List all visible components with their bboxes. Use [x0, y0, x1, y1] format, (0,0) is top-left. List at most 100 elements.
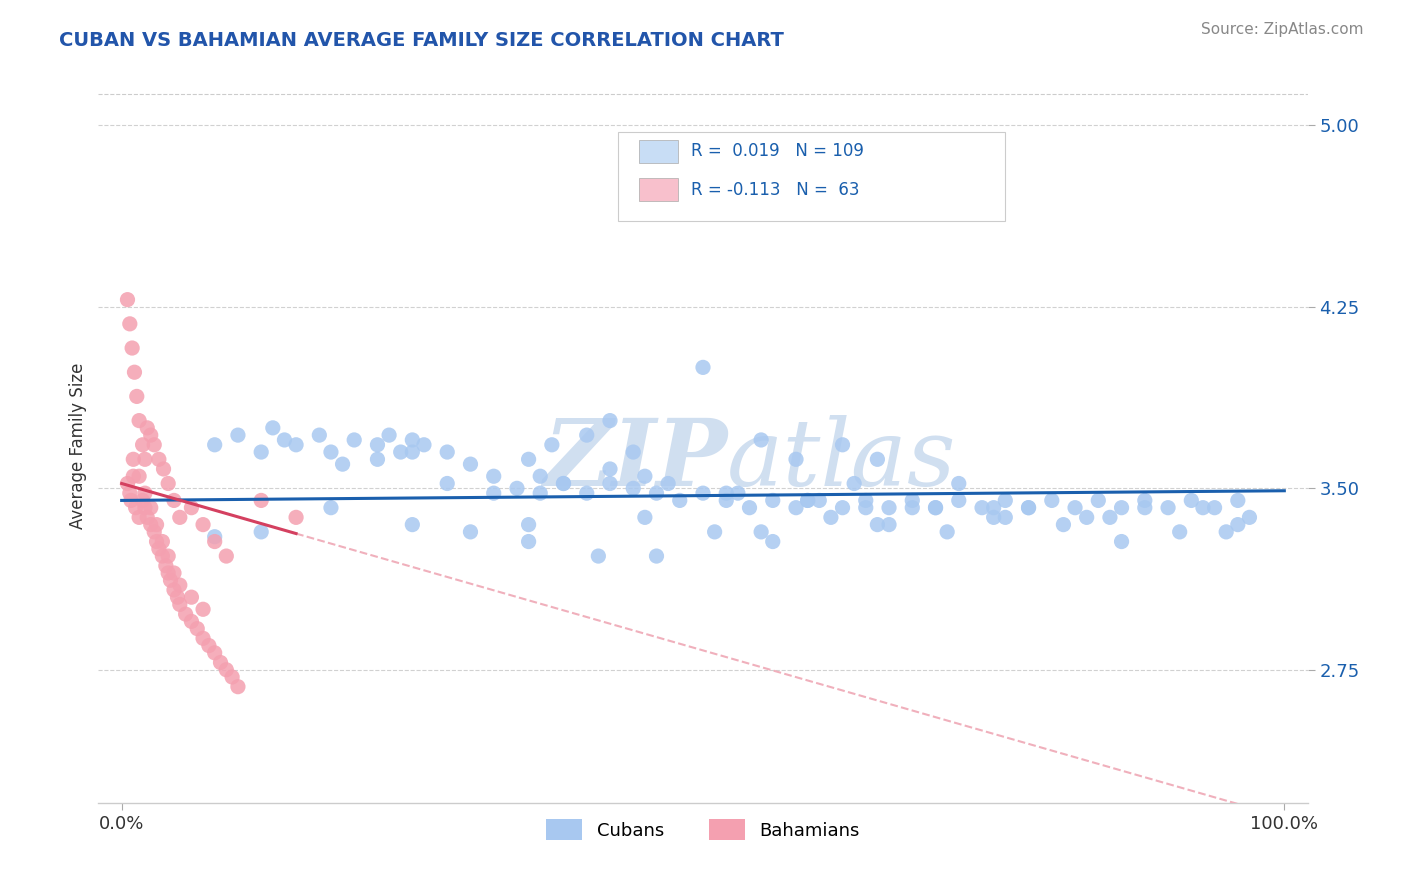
- Point: [150, 534, 173, 549]
- Point: [121, 341, 143, 355]
- Point: [436, 476, 458, 491]
- Point: [191, 602, 214, 616]
- Point: [948, 476, 970, 491]
- Point: [1111, 534, 1133, 549]
- Point: [1157, 500, 1180, 515]
- Point: [983, 500, 1005, 515]
- Point: [970, 500, 993, 515]
- Point: [204, 534, 226, 549]
- Point: [139, 428, 162, 442]
- Point: [191, 517, 214, 532]
- Point: [401, 517, 423, 532]
- Point: [159, 574, 181, 588]
- Point: [366, 452, 388, 467]
- Point: [366, 438, 388, 452]
- Point: [319, 445, 342, 459]
- Point: [1052, 517, 1074, 532]
- Point: [692, 360, 714, 375]
- Point: [332, 457, 354, 471]
- Point: [553, 476, 575, 491]
- Point: [517, 452, 540, 467]
- Point: [139, 517, 162, 532]
- Point: [436, 445, 458, 459]
- Point: [1226, 517, 1249, 532]
- Point: [145, 517, 167, 532]
- Point: [117, 293, 139, 307]
- Point: [482, 486, 505, 500]
- Point: [204, 646, 226, 660]
- Point: [1040, 493, 1063, 508]
- Point: [749, 433, 772, 447]
- Point: [131, 493, 153, 508]
- Point: [738, 500, 761, 515]
- Point: [148, 452, 170, 467]
- FancyBboxPatch shape: [619, 132, 1005, 221]
- Point: [262, 421, 284, 435]
- Point: [319, 500, 342, 515]
- Point: [148, 541, 170, 556]
- Point: [994, 510, 1017, 524]
- Point: [831, 500, 853, 515]
- Point: [204, 530, 226, 544]
- Point: [285, 438, 308, 452]
- Point: [169, 598, 191, 612]
- Point: [124, 500, 146, 515]
- Point: [124, 365, 146, 379]
- Point: [1076, 510, 1098, 524]
- Point: [180, 615, 202, 629]
- Point: [634, 469, 657, 483]
- Point: [139, 500, 162, 515]
- Point: [1064, 500, 1087, 515]
- Point: [1226, 493, 1249, 508]
- Point: [118, 486, 141, 500]
- Point: [703, 524, 725, 539]
- Point: [226, 428, 249, 442]
- Point: [125, 389, 148, 403]
- Point: [118, 317, 141, 331]
- Point: [1133, 500, 1156, 515]
- Point: [250, 524, 273, 539]
- Point: [482, 469, 505, 483]
- Point: [855, 500, 877, 515]
- Point: [221, 670, 243, 684]
- Point: [645, 486, 668, 500]
- Point: [273, 433, 295, 447]
- Point: [727, 486, 749, 500]
- FancyBboxPatch shape: [638, 140, 678, 162]
- Point: [191, 632, 214, 646]
- Point: [1087, 493, 1109, 508]
- Point: [166, 590, 188, 604]
- Text: CUBAN VS BAHAMIAN AVERAGE FAMILY SIZE CORRELATION CHART: CUBAN VS BAHAMIAN AVERAGE FAMILY SIZE CO…: [59, 31, 785, 50]
- Point: [575, 428, 598, 442]
- Point: [401, 445, 423, 459]
- Point: [122, 469, 145, 483]
- Point: [716, 493, 738, 508]
- Point: [901, 493, 924, 508]
- Point: [122, 452, 145, 467]
- Point: [621, 481, 644, 495]
- Point: [1239, 510, 1261, 524]
- Point: [796, 493, 818, 508]
- Point: [1192, 500, 1215, 515]
- Point: [785, 452, 807, 467]
- Point: [762, 493, 785, 508]
- Text: R = -0.113   N =  63: R = -0.113 N = 63: [690, 181, 859, 199]
- Point: [517, 517, 540, 532]
- Point: [983, 510, 1005, 524]
- Point: [198, 639, 221, 653]
- Point: [634, 510, 657, 524]
- Point: [169, 510, 191, 524]
- Point: [1018, 500, 1040, 515]
- Point: [378, 428, 401, 442]
- Point: [645, 549, 668, 563]
- Point: [157, 566, 180, 580]
- Point: [831, 438, 853, 452]
- Point: [1168, 524, 1191, 539]
- Point: [517, 534, 540, 549]
- Point: [1111, 500, 1133, 515]
- Point: [994, 493, 1017, 508]
- Point: [540, 438, 562, 452]
- Text: atlas: atlas: [727, 416, 956, 505]
- Point: [204, 438, 226, 452]
- Point: [152, 462, 174, 476]
